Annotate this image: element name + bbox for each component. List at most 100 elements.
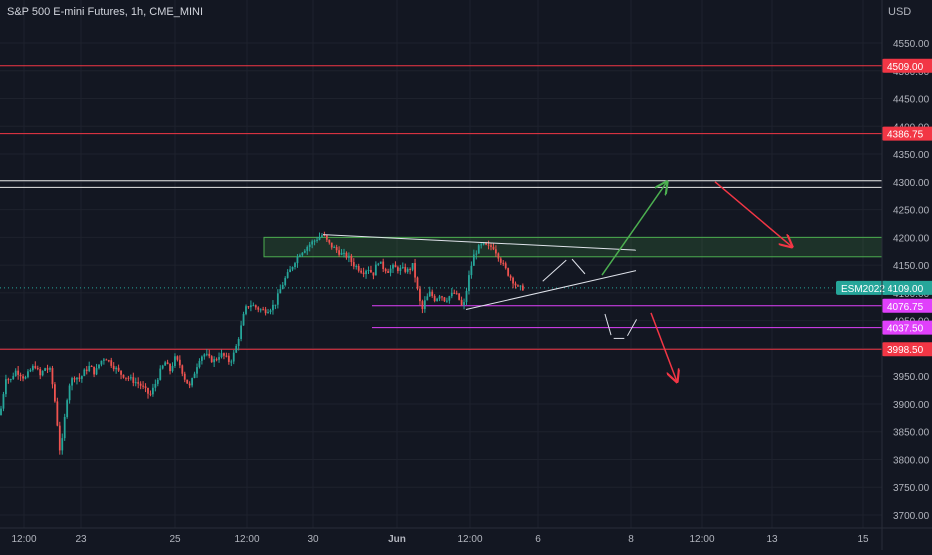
candle-body <box>387 271 389 273</box>
candle-body <box>343 252 345 254</box>
time-tick-label: 25 <box>169 534 181 545</box>
trendline <box>322 234 637 251</box>
candle-body <box>448 296 451 301</box>
projection-path <box>542 259 567 282</box>
candle-body <box>230 361 233 363</box>
candle-body <box>27 371 29 378</box>
last-price-badge-text: 4109.00 <box>887 284 924 295</box>
candle-body <box>132 377 135 383</box>
candle-body <box>125 377 127 379</box>
candle-body <box>112 365 115 370</box>
candle-body <box>2 394 5 409</box>
candle-body <box>384 268 387 272</box>
candle-body <box>176 356 179 360</box>
candle-body <box>186 379 189 384</box>
candle-body <box>174 356 176 366</box>
level-badge-bg <box>882 58 932 73</box>
candle-body <box>262 309 265 311</box>
candle-body <box>208 353 211 357</box>
level-badge-text: 4037.50 <box>887 324 924 335</box>
candle-body <box>66 400 69 418</box>
candle-body <box>411 263 414 270</box>
candle-body <box>321 235 323 237</box>
symbol-badge-bg <box>836 280 888 295</box>
level-badge-text: 4386.75 <box>887 130 924 141</box>
candle-body <box>360 270 363 273</box>
price-tick-label: 3850.00 <box>893 428 930 439</box>
candle-body <box>115 367 118 370</box>
price-tick-label: 3800.00 <box>893 455 930 466</box>
candle-body <box>470 265 473 276</box>
candle-body <box>485 242 487 245</box>
level-badge-text: 4509.00 <box>887 62 924 73</box>
candle-body <box>71 378 73 386</box>
candle-body <box>512 277 514 284</box>
candle-body <box>46 368 49 370</box>
candle-body <box>5 379 7 395</box>
arrow-down-red <box>714 181 792 247</box>
candle-body <box>394 264 397 268</box>
candle-body <box>313 240 316 242</box>
time-tick-label: 6 <box>535 534 541 545</box>
candle-body <box>311 241 314 245</box>
drawings <box>322 181 792 382</box>
candle-body <box>291 266 294 270</box>
candle-body <box>29 369 32 372</box>
candle-body <box>372 272 375 276</box>
candle-body <box>450 292 453 297</box>
candle-body <box>497 253 500 259</box>
candle-body <box>374 264 377 276</box>
time-tick-label: 12:00 <box>689 534 714 545</box>
candle-body <box>80 376 83 379</box>
candle-body <box>166 362 169 365</box>
time-tick-label: 8 <box>628 534 634 545</box>
candle-body <box>477 245 480 254</box>
time-tick-label: 12:00 <box>457 534 482 545</box>
candle-body <box>12 375 15 380</box>
candle-body <box>404 266 407 272</box>
candle-body <box>499 258 502 263</box>
candle-body <box>257 307 260 310</box>
candle-body <box>325 235 328 240</box>
candle-body <box>223 353 225 356</box>
candle-body <box>178 359 181 366</box>
candle-body <box>294 263 296 267</box>
candle-body <box>362 272 365 275</box>
candle-body <box>105 359 108 361</box>
candle-body <box>463 302 465 305</box>
candle-body <box>215 359 218 361</box>
candle-body <box>159 368 162 380</box>
candle-body <box>188 383 191 386</box>
candle-body <box>161 365 164 369</box>
candle-body <box>490 245 492 247</box>
candle-body <box>453 292 456 294</box>
candle-body <box>152 387 154 395</box>
candle-body <box>56 401 59 426</box>
candle-body <box>365 270 367 275</box>
candle-body <box>487 244 490 246</box>
candle-body <box>330 242 333 248</box>
candle-body <box>352 262 355 267</box>
candle-body <box>433 295 436 302</box>
candle-body <box>267 312 269 314</box>
candle-body <box>475 253 478 255</box>
price-tick-label: 4200.00 <box>893 233 930 244</box>
candle-body <box>423 300 426 310</box>
projection-path <box>604 313 612 336</box>
candle-body <box>88 366 91 371</box>
candle-body <box>274 304 277 306</box>
grid-lines <box>0 0 882 528</box>
candle-body <box>397 267 399 272</box>
candle-body <box>14 370 17 376</box>
candle-body <box>465 290 468 303</box>
candle-body <box>107 360 110 362</box>
arrow-down-red <box>650 312 677 382</box>
candle-body <box>348 255 350 258</box>
candle-body <box>286 272 289 278</box>
candle-body <box>296 256 299 264</box>
candle-body <box>193 373 196 379</box>
candle-body <box>205 353 208 355</box>
candle-body <box>333 247 336 249</box>
